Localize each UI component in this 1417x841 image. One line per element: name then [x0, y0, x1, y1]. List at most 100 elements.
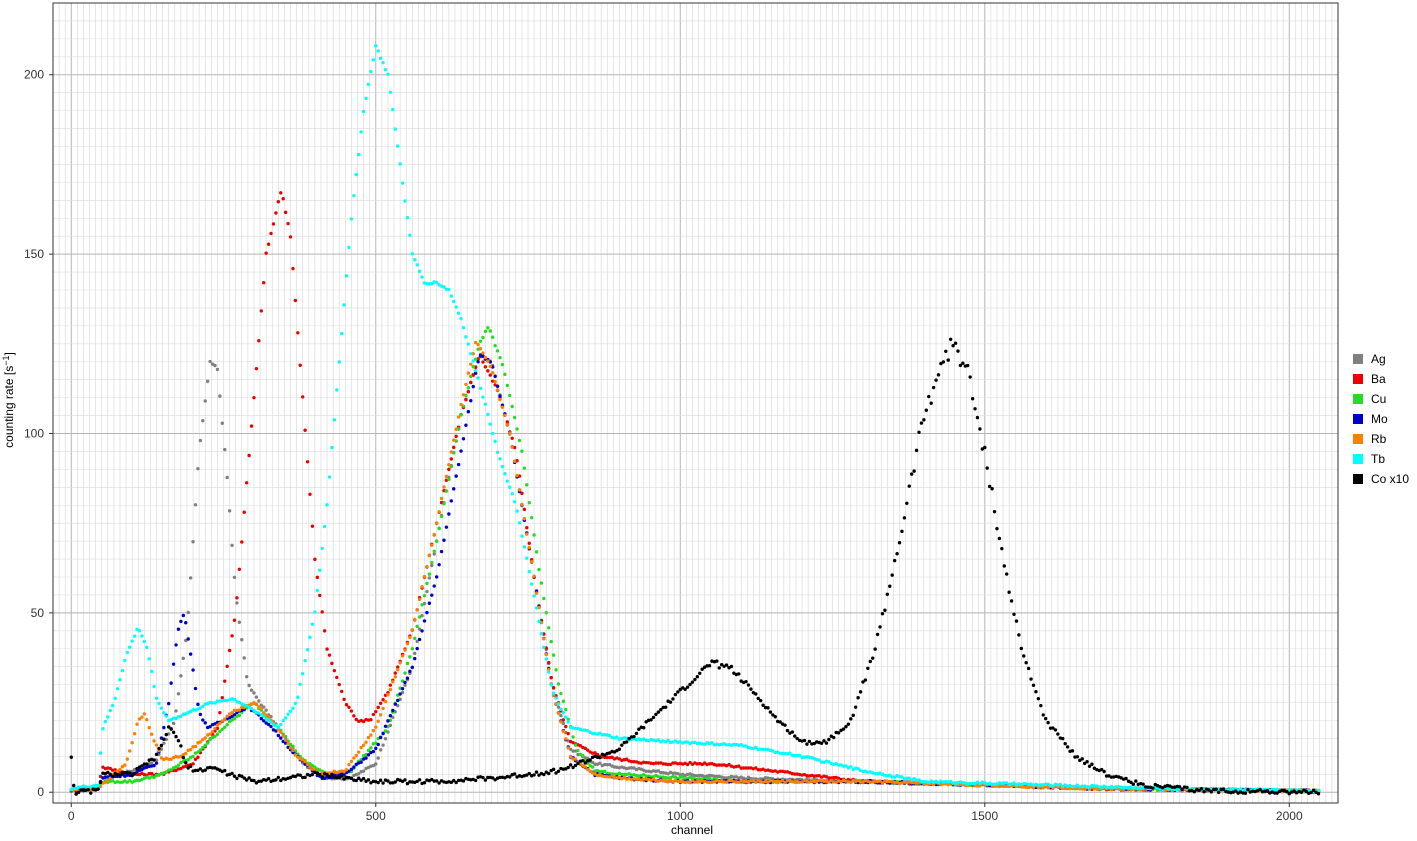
- data-point: [717, 666, 721, 670]
- data-point: [690, 680, 695, 684]
- data-point: [987, 484, 992, 489]
- data-point: [403, 778, 407, 782]
- data-point: [303, 428, 307, 432]
- data-point: [693, 780, 697, 784]
- data-point: [649, 718, 653, 722]
- data-point: [391, 708, 395, 713]
- data-point: [237, 567, 242, 572]
- data-point: [437, 781, 441, 785]
- data-point: [113, 696, 117, 701]
- data-point: [145, 645, 149, 649]
- data-point: [230, 714, 234, 719]
- data-point: [461, 779, 466, 783]
- data-point: [822, 779, 826, 783]
- data-point: [118, 767, 122, 772]
- data-point: [1151, 786, 1155, 790]
- data-point: [644, 760, 648, 765]
- data-point: [371, 749, 376, 754]
- data-point: [271, 222, 276, 226]
- data-point: [1056, 732, 1060, 736]
- data-point: [958, 782, 963, 787]
- data-point: [934, 378, 938, 382]
- data-point: [1309, 790, 1313, 795]
- data-point: [179, 744, 183, 748]
- data-point: [176, 627, 181, 631]
- data-point: [169, 681, 173, 685]
- data-point: [493, 439, 497, 444]
- data-point: [522, 507, 527, 512]
- data-point: [673, 775, 678, 779]
- data-point: [1221, 787, 1226, 792]
- data-point: [179, 766, 183, 771]
- data-point: [237, 713, 242, 718]
- data-point: [549, 639, 553, 644]
- data-point: [778, 720, 782, 724]
- data-point: [698, 773, 702, 778]
- data-point: [361, 743, 366, 747]
- data-point: [705, 780, 709, 784]
- data-point: [849, 717, 853, 721]
- data-point: [449, 464, 453, 469]
- data-point: [520, 491, 524, 496]
- data-point: [115, 769, 120, 774]
- data-point: [213, 726, 217, 731]
- data-point: [210, 701, 215, 705]
- data-point: [617, 757, 622, 761]
- data-point: [140, 767, 144, 772]
- data-point: [186, 758, 190, 762]
- data-point: [447, 467, 451, 472]
- data-point: [349, 709, 354, 713]
- data-point: [515, 509, 519, 513]
- data-point: [1090, 762, 1094, 766]
- data-point: [1170, 785, 1175, 789]
- data-point: [559, 720, 563, 724]
- data-point: [162, 741, 166, 745]
- data-point: [113, 774, 117, 779]
- data-point: [973, 407, 977, 411]
- data-point: [527, 545, 531, 550]
- data-point: [125, 757, 129, 761]
- data-point: [283, 741, 288, 745]
- data-point: [1095, 787, 1099, 791]
- data-point: [186, 766, 190, 770]
- data-point: [622, 772, 626, 777]
- data-point: [525, 556, 529, 560]
- data-point: [432, 532, 436, 537]
- data-point: [417, 627, 422, 631]
- data-point: [176, 692, 181, 696]
- data-point: [622, 775, 626, 780]
- data-point: [836, 731, 841, 735]
- data-point: [335, 675, 339, 680]
- data-point: [958, 363, 963, 368]
- data-point: [914, 778, 919, 782]
- data-point: [512, 459, 517, 463]
- data-point: [171, 721, 176, 726]
- data-point: [257, 711, 261, 715]
- data-point: [632, 759, 636, 764]
- data-point: [198, 712, 203, 717]
- data-point: [427, 572, 432, 576]
- data-point: [232, 697, 237, 702]
- data-point: [693, 677, 697, 682]
- data-point: [500, 464, 505, 469]
- data-point: [98, 751, 103, 755]
- data-point: [342, 777, 346, 781]
- data-point: [573, 726, 578, 731]
- data-point: [469, 380, 473, 385]
- data-point: [171, 662, 176, 666]
- data-point: [242, 656, 246, 660]
- data-point: [1061, 784, 1065, 789]
- data-point: [1199, 787, 1204, 791]
- data-point: [1272, 791, 1277, 795]
- data-point: [266, 722, 271, 727]
- data-point: [186, 610, 190, 615]
- data-point: [240, 540, 244, 544]
- data-point: [249, 688, 254, 692]
- data-point: [793, 772, 797, 776]
- data-point: [386, 719, 390, 723]
- data-point: [1212, 787, 1216, 792]
- data-point: [576, 752, 580, 757]
- data-point: [771, 713, 775, 717]
- data-point: [364, 96, 368, 101]
